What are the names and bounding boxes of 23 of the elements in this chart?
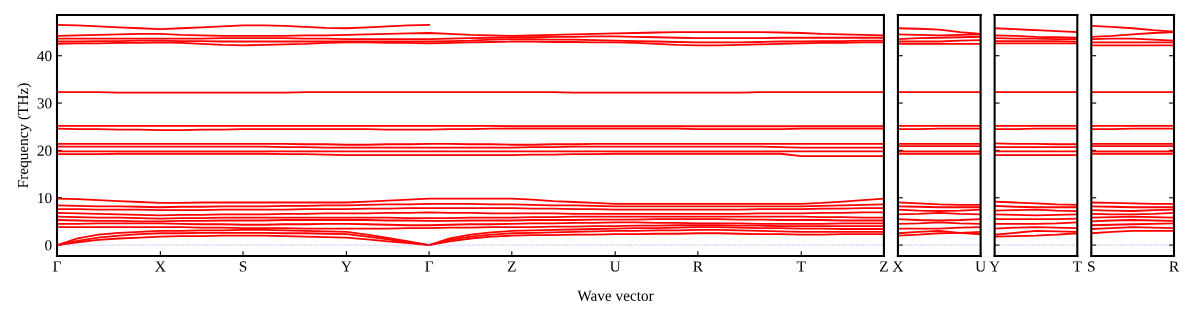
x-tick-label: Z	[507, 261, 516, 272]
x-tick-label: R	[693, 261, 703, 272]
x-tick-label: R	[1169, 261, 1180, 272]
y-tick-label: 10	[38, 192, 52, 204]
x-tick-label: T	[1072, 261, 1082, 272]
x-tick-label: X	[892, 261, 904, 272]
x-tick-label: T	[796, 261, 806, 272]
x-axis-title: Wave vector	[577, 290, 654, 301]
x-tick-label: Y	[989, 261, 1000, 272]
x-tick-label: X	[155, 261, 166, 272]
x-tick-label: S	[239, 261, 247, 272]
x-tick-label: Z	[879, 261, 888, 272]
y-axis-title: Frequency (THz)	[17, 83, 32, 188]
x-tick-label: U	[975, 261, 986, 272]
y-tick-label: 40	[37, 50, 52, 62]
y-tick-label: 30	[37, 98, 52, 109]
x-tick-label: S	[1088, 261, 1095, 272]
x-tick-label: U	[609, 261, 621, 272]
y-tick-label: 0	[45, 240, 52, 251]
y-tick-label: 20	[37, 145, 52, 156]
x-tick-label: Γ	[425, 261, 434, 272]
x-tick-label: Y	[341, 261, 352, 272]
x-tick-label: Γ	[53, 261, 61, 272]
